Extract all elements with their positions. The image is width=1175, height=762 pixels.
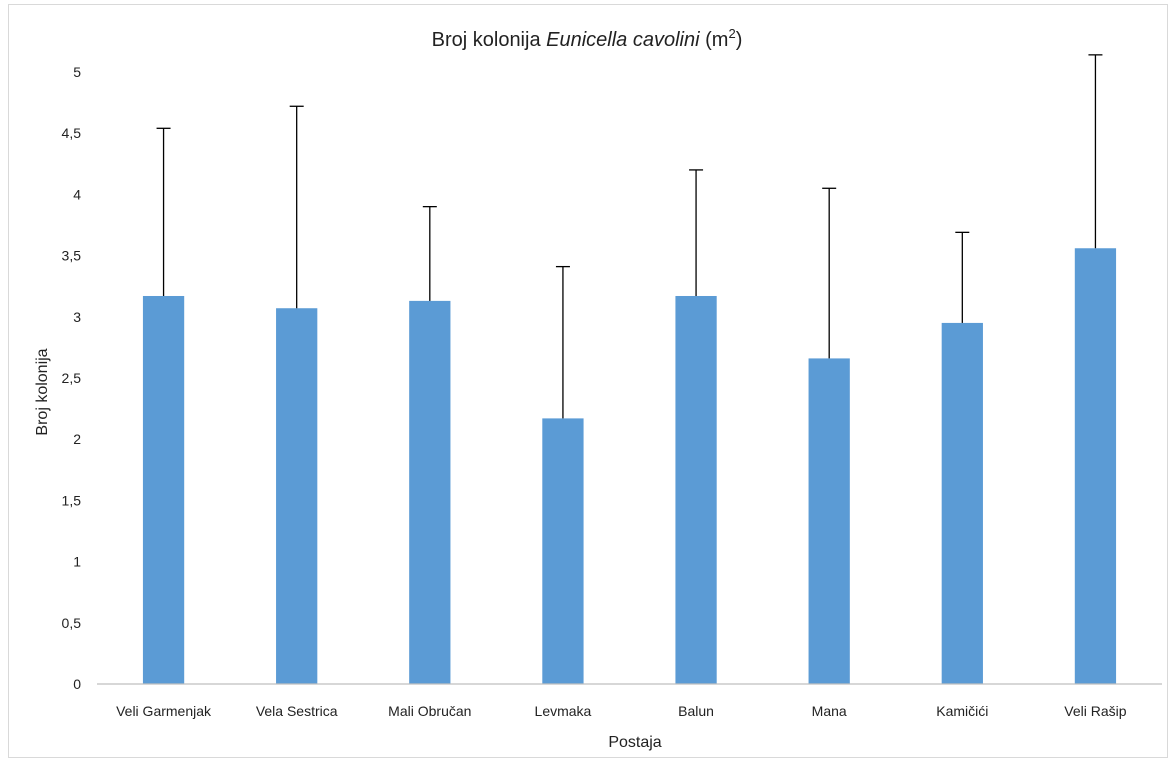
y-axis-label: Broj kolonija bbox=[34, 348, 51, 435]
x-tick-label: Mali Obručan bbox=[388, 703, 471, 719]
y-tick-label: 2 bbox=[73, 431, 81, 447]
y-tick-label: 3,5 bbox=[62, 248, 82, 264]
x-tick-label: Levmaka bbox=[535, 703, 592, 719]
y-tick-label: 1,5 bbox=[62, 492, 82, 508]
y-tick-label: 4,5 bbox=[62, 125, 82, 141]
y-tick-label: 3 bbox=[73, 309, 81, 325]
x-axis: Veli Garmenjak Vela Sestrica Mali Obručan L… bbox=[97, 683, 1162, 719]
y-tick-label: 2,5 bbox=[62, 370, 82, 386]
bar bbox=[276, 308, 318, 684]
bar bbox=[142, 295, 185, 684]
bar bbox=[1074, 248, 1117, 685]
x-tick-label: Balun bbox=[678, 703, 714, 719]
x-tick-label: Veli Rašip bbox=[1064, 703, 1126, 719]
bar bbox=[542, 418, 584, 684]
bar bbox=[675, 295, 717, 684]
x-tick-label: Vela Sestrica bbox=[256, 703, 338, 719]
y-tick-label: 0,5 bbox=[62, 615, 82, 631]
bar bbox=[409, 300, 451, 684]
y-tick-label: 5 bbox=[73, 64, 81, 80]
x-tick-label: Kamičići bbox=[936, 703, 988, 719]
y-tick-label: 1 bbox=[73, 554, 81, 570]
y-tick-label: 4 bbox=[73, 186, 81, 202]
x-axis-label: Postaja bbox=[608, 734, 661, 751]
bars bbox=[142, 248, 1117, 685]
bar bbox=[941, 322, 983, 684]
y-tick-label: 0 bbox=[73, 676, 81, 692]
chart-title: Broj kolonija Eunicella cavolini (m2) bbox=[432, 26, 743, 51]
y-axis: 0 0,5 1 1,5 2 2,5 3 3,5 4 4,5 5 bbox=[62, 64, 82, 692]
x-tick-label: Mana bbox=[812, 703, 847, 719]
bar bbox=[808, 358, 850, 684]
x-tick-label: Veli Garmenjak bbox=[116, 703, 212, 719]
error-bars bbox=[156, 54, 1103, 419]
